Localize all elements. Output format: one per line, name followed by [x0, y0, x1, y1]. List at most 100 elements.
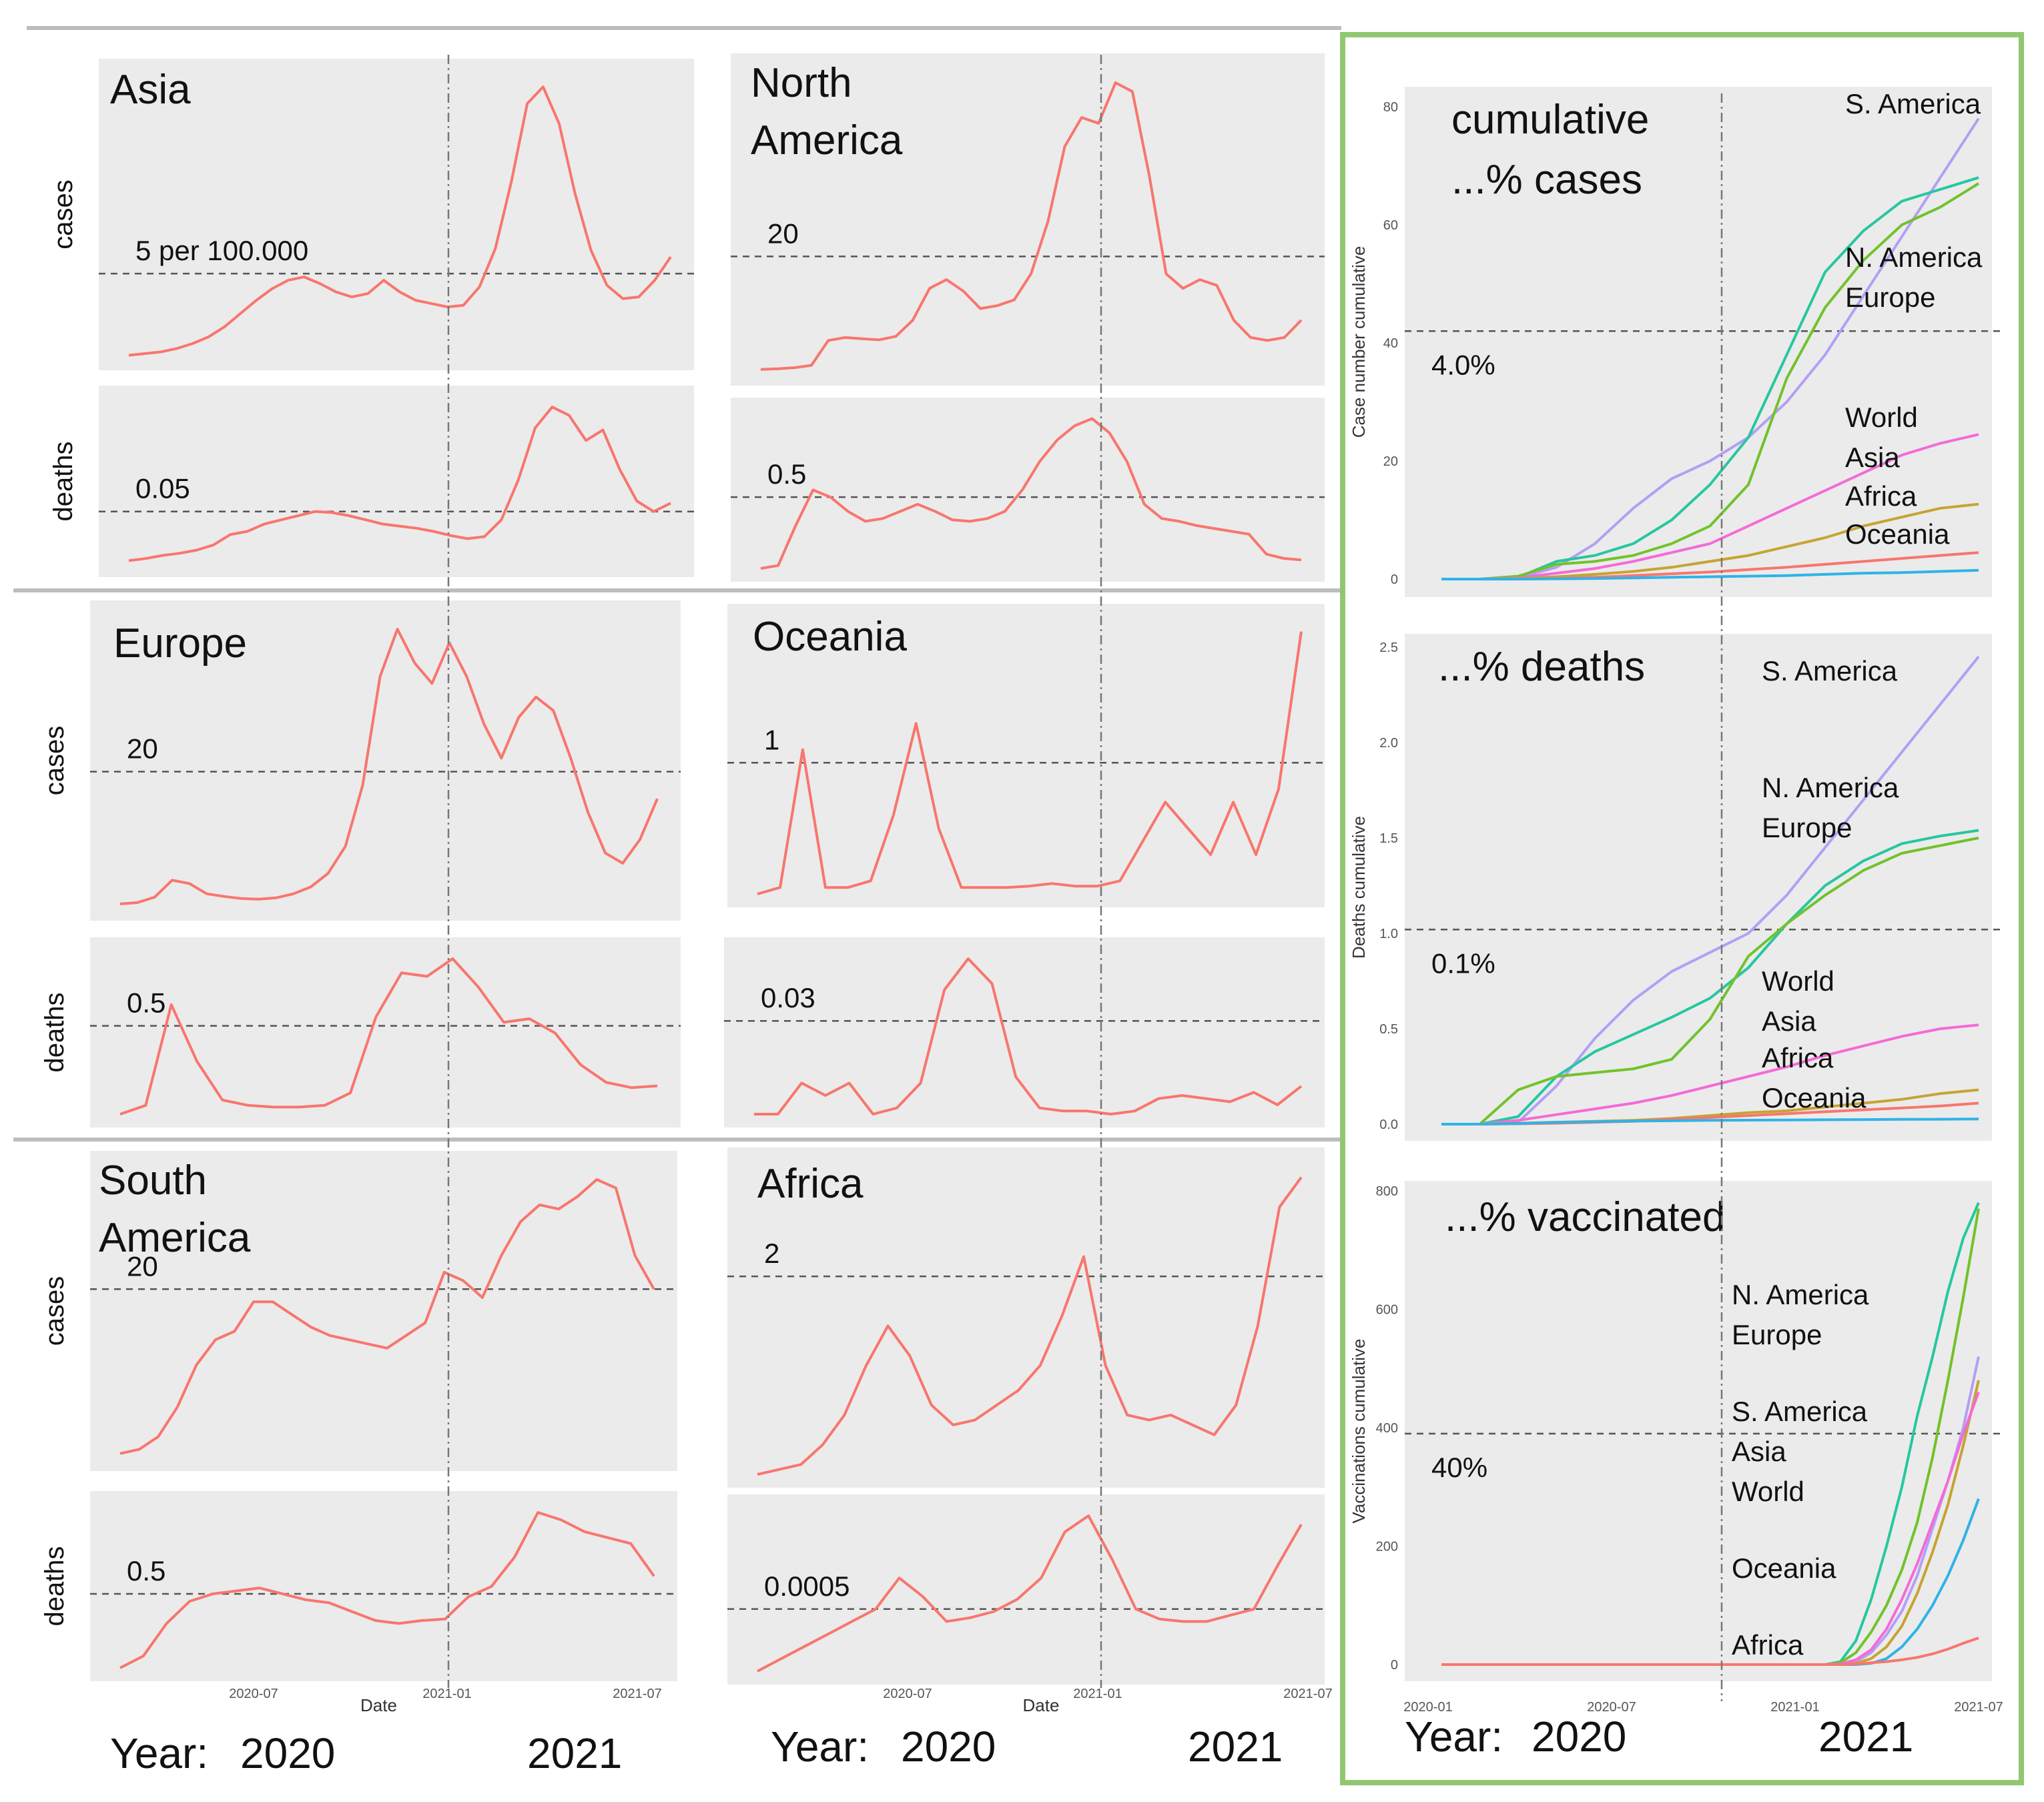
right-panel-2-legend-label: S. America [1762, 655, 1898, 687]
south-america-title-line: America [99, 1215, 251, 1261]
oceania-deaths-line [754, 957, 1303, 1115]
left-col2-xtick: 2021-01 [1073, 1687, 1122, 1701]
oceania-deaths-ref-label: 0.03 [761, 982, 815, 1013]
north-america-deaths-panel [731, 398, 1325, 582]
oceania-cases-ref-label: 1 [764, 724, 779, 755]
asia-cases-ref-label: 5 per 100.000 [135, 235, 308, 266]
europe-cases-ref-label: 20 [127, 733, 158, 765]
left-col2-xtick: 2020-07 [883, 1687, 932, 1701]
right-panel-3-ytick: 200 [1376, 1540, 1398, 1554]
north-america-title-line: America [751, 117, 903, 163]
right-panel-2-ytick: 2.0 [1379, 736, 1398, 751]
south-america-deaths-panel [90, 1491, 677, 1681]
right-panel-2-legend-label: Asia [1762, 1005, 1816, 1037]
right-panel-1-series-oceania [1441, 568, 1979, 580]
asia-cases-line [128, 85, 672, 357]
right-panel-1-series-s-america [1441, 117, 1980, 580]
right-panel-2-ytick: 1.0 [1379, 927, 1398, 941]
africa-deaths-panel [727, 1494, 1325, 1685]
right-panel-2-ref-label: 0.1% [1431, 947, 1495, 979]
north-america-cases-panel [731, 53, 1325, 386]
right-panel-2-ytick: 1.5 [1379, 831, 1398, 846]
right-panel-3-xtick: 2021-07 [1954, 1700, 2003, 1715]
asia-title: Asia [110, 67, 191, 113]
right-panel-1-ytick: 0 [1391, 572, 1398, 587]
right-panel-3-legend-label: World [1732, 1476, 1804, 1507]
right-panel-1-ytick: 60 [1383, 218, 1398, 233]
left-col1-xtick: 2021-01 [422, 1687, 471, 1701]
right-panel-2-legend-label: Europe [1762, 812, 1852, 843]
europe-cases-panel [90, 600, 681, 921]
oceania-cases-panel [727, 604, 1325, 907]
north-america-deaths-line [760, 417, 1302, 570]
north-america-title: North America [751, 60, 903, 163]
right-panel-1-legend-label: Europe [1845, 282, 1935, 313]
right-frame [1340, 32, 2024, 1785]
right-panel-3-ytick: 800 [1376, 1184, 1398, 1199]
right-panel-1-series-europe [1441, 182, 1980, 580]
south-america-cases-ylabel: cases [40, 1276, 69, 1346]
europe-cases-ylabel: cases [40, 726, 69, 796]
south-america-deaths-ref-label: 0.5 [127, 1555, 165, 1587]
right-panel-3-ytick: 0 [1391, 1658, 1398, 1673]
right-panel-1-legend-label: World [1845, 402, 1918, 433]
south-america-deaths-line [119, 1511, 655, 1669]
europe-deaths-line [119, 957, 658, 1115]
right-panel-3-series-africa [1441, 1637, 1979, 1666]
asia-deaths-panel [99, 386, 694, 577]
right-panel-1-title-line: ...% cases [1451, 157, 1642, 203]
europe-deaths-ref-label: 0.5 [127, 987, 165, 1019]
north-america-title-line: North [751, 60, 852, 106]
right-panel-1-legend-label: Oceania [1845, 518, 1950, 550]
south-america-cases-line [119, 1178, 655, 1455]
africa-cases-panel [727, 1148, 1325, 1488]
south-america-title: South America [99, 1158, 251, 1261]
right-panel-3-ylabel: Vaccinations cumulative [1349, 1339, 1369, 1524]
right-panel-3-legend-label: Europe [1732, 1319, 1822, 1350]
asia-deaths-ylabel: deaths [49, 441, 78, 521]
left-col2-xtick: 2021-07 [1283, 1687, 1332, 1701]
right-panel-2-legend-label: N. America [1762, 772, 1899, 803]
right-panel-2-ytick: 0.5 [1379, 1022, 1398, 1037]
europe-cases-line [119, 628, 659, 905]
asia-cases-ylabel: cases [49, 179, 78, 250]
asia-deaths-line [128, 406, 671, 562]
north-america-deaths-ref-label: 0.5 [767, 458, 806, 490]
africa-deaths-line [757, 1514, 1303, 1673]
right-panel-3-legend-label: Oceania [1732, 1552, 1836, 1584]
left-col1-xtick: 2020-07 [229, 1687, 278, 1701]
year-2021-label-2: 2021 [1188, 1723, 1283, 1771]
year-2020-label-1: 2020 [240, 1729, 335, 1777]
year-2020-label-2: 2020 [901, 1723, 996, 1771]
south-america-cases-panel [90, 1151, 677, 1471]
right-panel-3-legend-label: Africa [1732, 1629, 1804, 1661]
left-col2-xaxis-title: Date [1023, 1695, 1060, 1715]
right-panel-3-xtick: 2020-01 [1403, 1700, 1452, 1715]
year-prefix-1: Year: [110, 1729, 208, 1777]
right-panel-3-xtick: 2021-01 [1770, 1700, 1819, 1715]
north-america-cases-line [760, 81, 1303, 371]
right-panel-1-ylabel: Case number cumulative [1349, 246, 1369, 438]
right-panel-2-title-line: ...% deaths [1438, 644, 1645, 690]
right-panel-3-ref-label: 40% [1431, 1452, 1487, 1483]
right-panel-2-series-s-america [1441, 656, 1980, 1125]
right-panel-2-ytick: 2.5 [1379, 640, 1398, 655]
africa-cases-line [757, 1176, 1303, 1476]
right-panel-1-title-line: cumulative [1451, 97, 1649, 143]
right-panel-2-legend-label: Oceania [1762, 1082, 1866, 1113]
right-panel-2-series-oceania [1441, 1117, 1979, 1125]
right-panel-3-legend-label: Asia [1732, 1436, 1786, 1467]
right-panel-2-series-world [1441, 1023, 1979, 1125]
north-america-cases-ref-label: 20 [767, 217, 799, 249]
right-panel-1-ytick: 80 [1383, 100, 1398, 115]
left-col1-xtick: 2021-07 [613, 1687, 661, 1701]
south-america-cases-ref-label: 20 [127, 1250, 158, 1282]
right-panel-1-ref-label: 4.0% [1431, 349, 1495, 380]
year-2021-label-3: 2021 [1818, 1713, 1913, 1761]
right-panel-1-legend-label: Asia [1845, 442, 1900, 473]
right-panel-2-ylabel: Deaths cumulative [1349, 816, 1369, 959]
right-panel-2-ytick: 0.0 [1379, 1117, 1398, 1132]
right-panel-2-legend-label: World [1762, 965, 1834, 997]
year-2020-label-3: 2020 [1531, 1713, 1626, 1761]
europe-title: Europe [113, 620, 247, 666]
